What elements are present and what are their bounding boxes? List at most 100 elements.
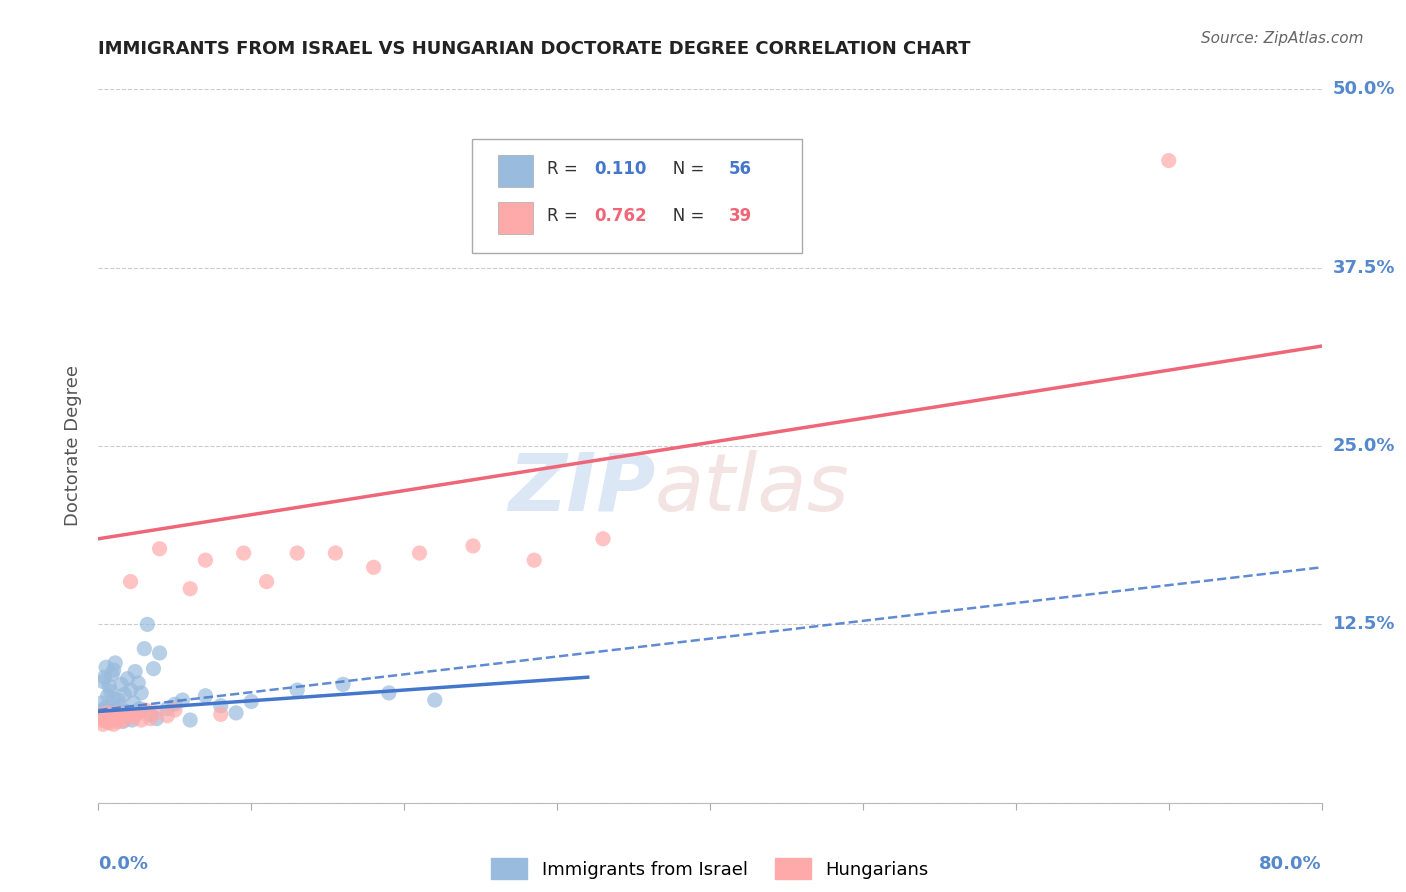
Point bbox=[93, 710, 115, 724]
Point bbox=[1157, 153, 1180, 168]
Point bbox=[91, 703, 114, 717]
Point bbox=[101, 708, 124, 723]
Text: Source: ZipAtlas.com: Source: ZipAtlas.com bbox=[1201, 31, 1364, 46]
Point bbox=[98, 705, 121, 719]
Point bbox=[110, 710, 132, 724]
Point bbox=[156, 701, 179, 715]
Point bbox=[225, 706, 247, 720]
FancyBboxPatch shape bbox=[498, 202, 533, 234]
Point bbox=[163, 698, 186, 712]
Text: 50.0%: 50.0% bbox=[1333, 80, 1395, 98]
Point bbox=[134, 641, 156, 656]
Point bbox=[149, 646, 172, 660]
Text: atlas: atlas bbox=[655, 450, 849, 528]
Point bbox=[135, 703, 157, 717]
Point bbox=[105, 706, 128, 720]
Text: ZIP: ZIP bbox=[508, 450, 655, 528]
Text: N =: N = bbox=[658, 161, 710, 178]
Point bbox=[408, 546, 430, 560]
Point bbox=[107, 693, 129, 707]
Point bbox=[143, 706, 166, 720]
Point bbox=[179, 582, 201, 596]
Point bbox=[120, 683, 142, 698]
Point bbox=[112, 713, 135, 727]
Point bbox=[101, 667, 124, 681]
Point bbox=[93, 707, 115, 722]
Point bbox=[136, 617, 159, 632]
Point bbox=[89, 713, 111, 727]
Point bbox=[118, 707, 141, 722]
Point bbox=[172, 693, 194, 707]
Point bbox=[91, 717, 114, 731]
Point bbox=[129, 713, 152, 727]
Point bbox=[232, 546, 254, 560]
Point bbox=[194, 689, 217, 703]
Point bbox=[461, 539, 484, 553]
Point bbox=[103, 663, 125, 677]
Text: 0.762: 0.762 bbox=[593, 207, 647, 225]
FancyBboxPatch shape bbox=[471, 139, 801, 253]
Point bbox=[122, 710, 145, 724]
Point bbox=[325, 546, 347, 560]
Point bbox=[139, 707, 162, 722]
Point bbox=[94, 700, 117, 714]
Point bbox=[121, 713, 143, 727]
Point bbox=[110, 677, 132, 691]
Point bbox=[108, 698, 131, 713]
Point bbox=[107, 714, 129, 729]
Point bbox=[101, 706, 124, 720]
Point bbox=[332, 677, 354, 691]
Point bbox=[94, 714, 117, 729]
Point bbox=[122, 696, 145, 710]
Point bbox=[363, 560, 385, 574]
Point bbox=[100, 712, 122, 726]
Point bbox=[142, 662, 165, 676]
Point bbox=[94, 660, 117, 674]
Point bbox=[125, 707, 148, 722]
Point bbox=[256, 574, 278, 589]
Point bbox=[209, 698, 232, 713]
Point bbox=[103, 708, 125, 723]
Point bbox=[127, 676, 149, 690]
Text: 37.5%: 37.5% bbox=[1333, 259, 1395, 277]
Point bbox=[423, 693, 446, 707]
Point bbox=[112, 687, 135, 701]
Point bbox=[97, 713, 120, 727]
Text: 39: 39 bbox=[728, 207, 752, 225]
Text: 25.0%: 25.0% bbox=[1333, 437, 1395, 455]
Point bbox=[91, 674, 114, 689]
Y-axis label: Doctorate Degree: Doctorate Degree bbox=[63, 366, 82, 526]
Text: 56: 56 bbox=[728, 161, 751, 178]
Point bbox=[103, 691, 125, 706]
Point bbox=[163, 703, 186, 717]
Text: IMMIGRANTS FROM ISRAEL VS HUNGARIAN DOCTORATE DEGREE CORRELATION CHART: IMMIGRANTS FROM ISRAEL VS HUNGARIAN DOCT… bbox=[98, 40, 972, 58]
Text: 0.110: 0.110 bbox=[593, 161, 647, 178]
Point bbox=[128, 701, 150, 715]
Point bbox=[240, 694, 263, 708]
Text: R =: R = bbox=[547, 161, 583, 178]
Legend: Immigrants from Israel, Hungarians: Immigrants from Israel, Hungarians bbox=[484, 851, 936, 887]
Text: 12.5%: 12.5% bbox=[1333, 615, 1395, 633]
Point bbox=[149, 541, 172, 556]
Point bbox=[90, 707, 112, 722]
Point bbox=[285, 546, 308, 560]
Point bbox=[103, 717, 125, 731]
Point bbox=[378, 686, 401, 700]
Point bbox=[104, 656, 127, 670]
Point bbox=[97, 706, 120, 720]
Point bbox=[285, 683, 308, 698]
Text: 80.0%: 80.0% bbox=[1258, 855, 1322, 872]
Point bbox=[90, 696, 112, 710]
Point bbox=[97, 689, 120, 703]
Point bbox=[115, 705, 138, 719]
Point bbox=[117, 707, 139, 722]
Point bbox=[125, 706, 148, 720]
FancyBboxPatch shape bbox=[498, 155, 533, 187]
Point bbox=[100, 712, 122, 726]
Point bbox=[194, 553, 217, 567]
Point bbox=[120, 574, 142, 589]
Point bbox=[145, 712, 167, 726]
Point bbox=[98, 715, 121, 730]
Point bbox=[100, 684, 122, 698]
Point bbox=[89, 710, 111, 724]
